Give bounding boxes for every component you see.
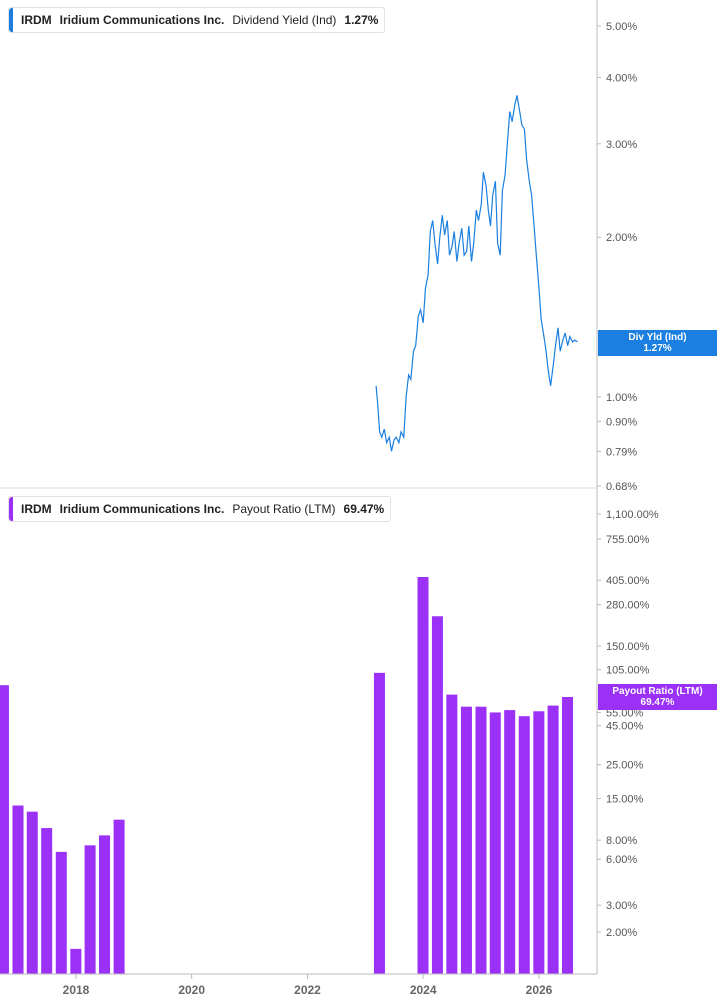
x-tick-label: 2024 [410,983,437,997]
y-tick-label: 4.00% [606,72,637,84]
legend-swatch-yield [9,8,13,32]
y-tick-label: 55.00% [606,707,644,719]
y-tick-label: 5.00% [606,21,637,33]
flag-label: Payout Ratio (LTM) [612,686,703,697]
legend-dividend-yield: IRDM Iridium Communications Inc. Dividen… [8,7,386,33]
legend-company: Iridium Communications Inc. [59,13,225,27]
y-tick-label: 150.00% [606,641,650,653]
y-tick-label: 3.00% [606,139,637,151]
y-tick-label: 0.79% [606,446,637,458]
yield-value-flag: Div Yld (Ind) 1.27% [598,330,717,356]
payout-bar [431,616,443,974]
legend-ticker: IRDM [21,13,52,27]
payout-bar [489,712,501,974]
payout-bar [446,694,458,974]
legend-value: 69.47% [343,502,385,516]
y-tick-label: 105.00% [606,665,650,677]
legend-ticker: IRDM [21,502,52,516]
y-tick-label: 1.00% [606,392,637,404]
payout-bar [533,711,545,974]
yield-series-line [375,95,578,452]
y-tick-label: 8.00% [606,835,637,847]
y-tick-label: 3.00% [606,900,637,912]
payout-bar [547,705,559,974]
payout-bar [84,845,96,974]
x-tick-label: 2022 [294,983,321,997]
payout-bar [460,706,472,974]
y-tick-label: 2.00% [606,232,637,244]
y-tick-label: 0.68% [606,481,637,493]
payout-value-flag: Payout Ratio (LTM) 69.47% [598,684,717,710]
x-axis: 2018 2020 2022 2024 2026 [63,974,553,997]
payout-bar [70,948,82,974]
legend-value: 1.27% [344,13,379,27]
payout-bar [99,835,111,974]
payout-bar [518,716,530,974]
x-tick-label: 2018 [63,983,90,997]
payout-bar [475,706,487,974]
payout-bar [0,685,9,974]
y-tick-label: 280.00% [606,600,650,612]
y-tick-label: 2.00% [606,927,637,939]
payout-bar [373,672,385,974]
payout-bar [417,576,429,974]
y-tick-label: 25.00% [606,760,644,772]
y-tick-label: 45.00% [606,721,644,733]
flag-label: Div Yld (Ind) [628,332,687,343]
flag-value: 1.27% [643,343,672,354]
y-tick-label: 755.00% [606,534,650,546]
x-tick-label: 2020 [178,983,205,997]
payout-bars [0,576,574,974]
payout-bar [41,828,53,974]
flag-value: 69.47% [640,697,675,708]
y-tick-label: 405.00% [606,575,650,587]
payout-bar [55,851,67,974]
payout-bar [12,805,24,974]
payout-bar [26,811,38,974]
payout-y-axis: 1,100.00% 755.00% 405.00% 280.00% 150.00% 105… [597,509,659,939]
payout-bar [504,710,516,974]
payout-bar [113,819,125,974]
legend-payout-ratio: IRDM Iridium Communications Inc. Payout … [8,496,392,522]
yield-y-axis: 5.00% 4.00% 3.00% 2.00% 1.00% 0.90% 0.79% 0.68% [597,21,637,493]
y-tick-label: 0.90% [606,416,637,428]
x-tick-label: 2026 [526,983,553,997]
legend-metric: Payout Ratio (LTM) [232,502,336,516]
payout-bar [562,696,574,974]
y-tick-label: 1,100.00% [606,509,659,521]
y-tick-label: 6.00% [606,854,637,866]
legend-company: Iridium Communications Inc. [59,502,225,516]
legend-swatch-payout [9,497,13,521]
y-tick-label: 15.00% [606,794,644,806]
legend-metric: Dividend Yield (Ind) [232,13,337,27]
